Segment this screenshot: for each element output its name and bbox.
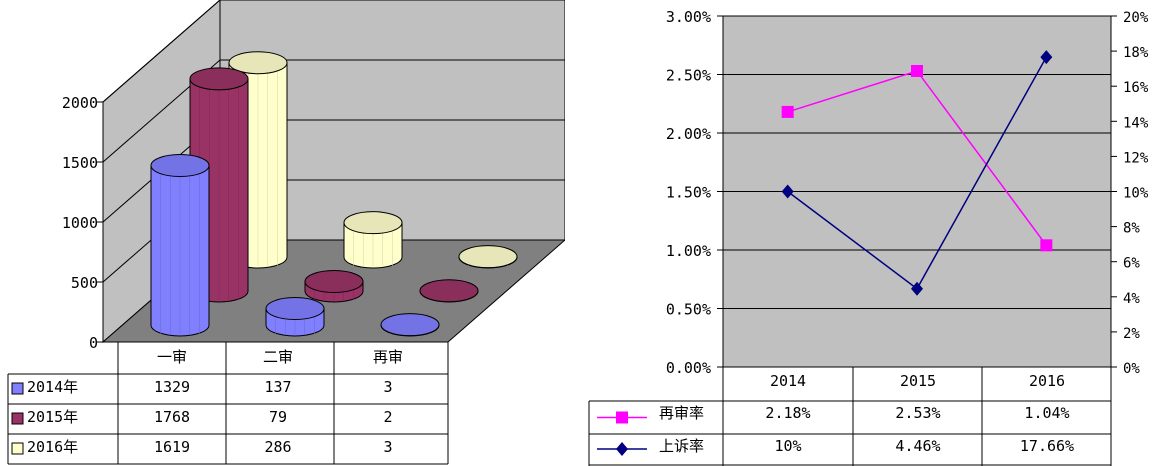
table-cell: 4.46% xyxy=(895,437,940,455)
data-point xyxy=(1040,239,1053,252)
cylinder xyxy=(343,211,403,269)
right-y-axis-ticks: 0% 2% 4% 6% 8% 10% 12% 14% 16% 18% 20% xyxy=(1111,10,1149,377)
cylinder xyxy=(150,154,210,337)
y-tick-label: 1.00% xyxy=(666,242,711,260)
y-tick-label: 1.50% xyxy=(666,184,711,202)
cylinder-top xyxy=(150,154,210,178)
y-tick-label: 4% xyxy=(1123,291,1140,307)
rate-chart: 0.00% 0.50% 1.00% 1.50% 2.00% 2.50% 3.00% 0% 2%… xyxy=(588,8,1149,466)
table-cell: 286 xyxy=(264,438,291,456)
table-cell: 1.04% xyxy=(1024,404,1069,422)
y-tick-label: 0.00% xyxy=(666,359,711,377)
y-tick-label: 10% xyxy=(1123,186,1149,202)
y-tick-label: 2.50% xyxy=(666,67,711,85)
data-point xyxy=(911,281,923,296)
data-table: 一审 二审 再审 2014年 2015年 2016年 1329 137 3 17… xyxy=(7,341,449,465)
cylinder-top xyxy=(343,211,403,235)
legend-label: 2016年 xyxy=(27,438,78,456)
y-tick-label: 16% xyxy=(1123,80,1149,96)
y-tick-label: 0 xyxy=(89,334,98,352)
y-tick-label: 6% xyxy=(1123,256,1140,272)
table-cell: 1768 xyxy=(154,408,190,426)
table-cell: 2.53% xyxy=(895,404,940,422)
y-tick-label: 8% xyxy=(1123,221,1140,237)
data-table: 2014 2015 2016 再审率 上诉率 2.18% 2.53% 1.04%… xyxy=(588,366,1112,466)
table-cell: 1619 xyxy=(154,438,190,456)
series-lines xyxy=(781,50,1053,296)
data-point xyxy=(1040,50,1053,65)
table-cell: 137 xyxy=(264,378,291,396)
category-label: 2015 xyxy=(900,372,936,390)
y-tick-label: 2.00% xyxy=(666,125,711,143)
table-cell: 79 xyxy=(269,408,287,426)
y-tick-label: 0.50% xyxy=(666,301,711,319)
cylinder-top xyxy=(419,279,479,303)
legend-key xyxy=(11,442,24,455)
left-y-axis-ticks: 0.00% 0.50% 1.00% 1.50% 2.00% 2.50% 3.00% xyxy=(666,8,723,377)
gridline xyxy=(102,59,565,163)
legend-key xyxy=(11,382,24,395)
y-tick-label: 3.00% xyxy=(666,8,711,26)
cylinder-top xyxy=(265,297,325,321)
table-cell: 3 xyxy=(383,438,392,456)
y-axis-ticks: 0 500 1000 1500 2000 xyxy=(62,94,103,352)
data-point xyxy=(781,184,794,199)
category-label: 2014 xyxy=(770,372,806,390)
legend-label: 再审率 xyxy=(659,404,704,422)
table-cell: 2 xyxy=(383,408,392,426)
cylinder xyxy=(458,245,518,269)
legend-label: 2014年 xyxy=(27,378,78,396)
category-label: 2016 xyxy=(1029,372,1065,390)
cylinder-top xyxy=(304,270,364,294)
table-cell: 2.18% xyxy=(765,404,810,422)
data-point xyxy=(911,64,923,77)
table-cell: 3 xyxy=(383,378,392,396)
y-tick-label: 500 xyxy=(71,274,98,292)
y-tick-label: 14% xyxy=(1123,115,1149,131)
table-cell: 1329 xyxy=(154,378,190,396)
y-tick-label: 0% xyxy=(1123,361,1140,377)
legend-key xyxy=(11,412,24,425)
cylinder xyxy=(419,279,479,303)
table-cell: 10% xyxy=(774,437,801,455)
legend-label: 上诉率 xyxy=(659,437,704,455)
y-tick-label: 2% xyxy=(1123,326,1140,342)
y-tick-label: 1000 xyxy=(62,214,98,232)
category-label: 再审 xyxy=(373,348,403,366)
cylinder xyxy=(265,297,325,337)
gridline xyxy=(102,0,565,103)
cylinder xyxy=(304,270,364,303)
y-tick-label: 18% xyxy=(1123,45,1149,61)
category-label: 一审 xyxy=(157,348,187,366)
data-point xyxy=(781,105,794,118)
cylinder-top xyxy=(380,313,440,337)
cylinder xyxy=(380,313,440,337)
cylinder-top xyxy=(458,245,518,269)
y-tick-label: 1500 xyxy=(62,154,98,172)
category-label: 二审 xyxy=(263,348,293,366)
legend-label: 2015年 xyxy=(27,408,78,426)
y-tick-label: 2000 xyxy=(62,94,98,112)
legend-key-marker xyxy=(616,442,628,456)
cylinder-top xyxy=(189,67,249,91)
legend-key-marker xyxy=(616,411,628,424)
cylinder-top xyxy=(228,51,288,75)
bars xyxy=(150,51,518,337)
table-cell: 17.66% xyxy=(1020,437,1074,455)
y-tick-label: 20% xyxy=(1123,10,1149,26)
y-tick-label: 12% xyxy=(1123,150,1149,166)
